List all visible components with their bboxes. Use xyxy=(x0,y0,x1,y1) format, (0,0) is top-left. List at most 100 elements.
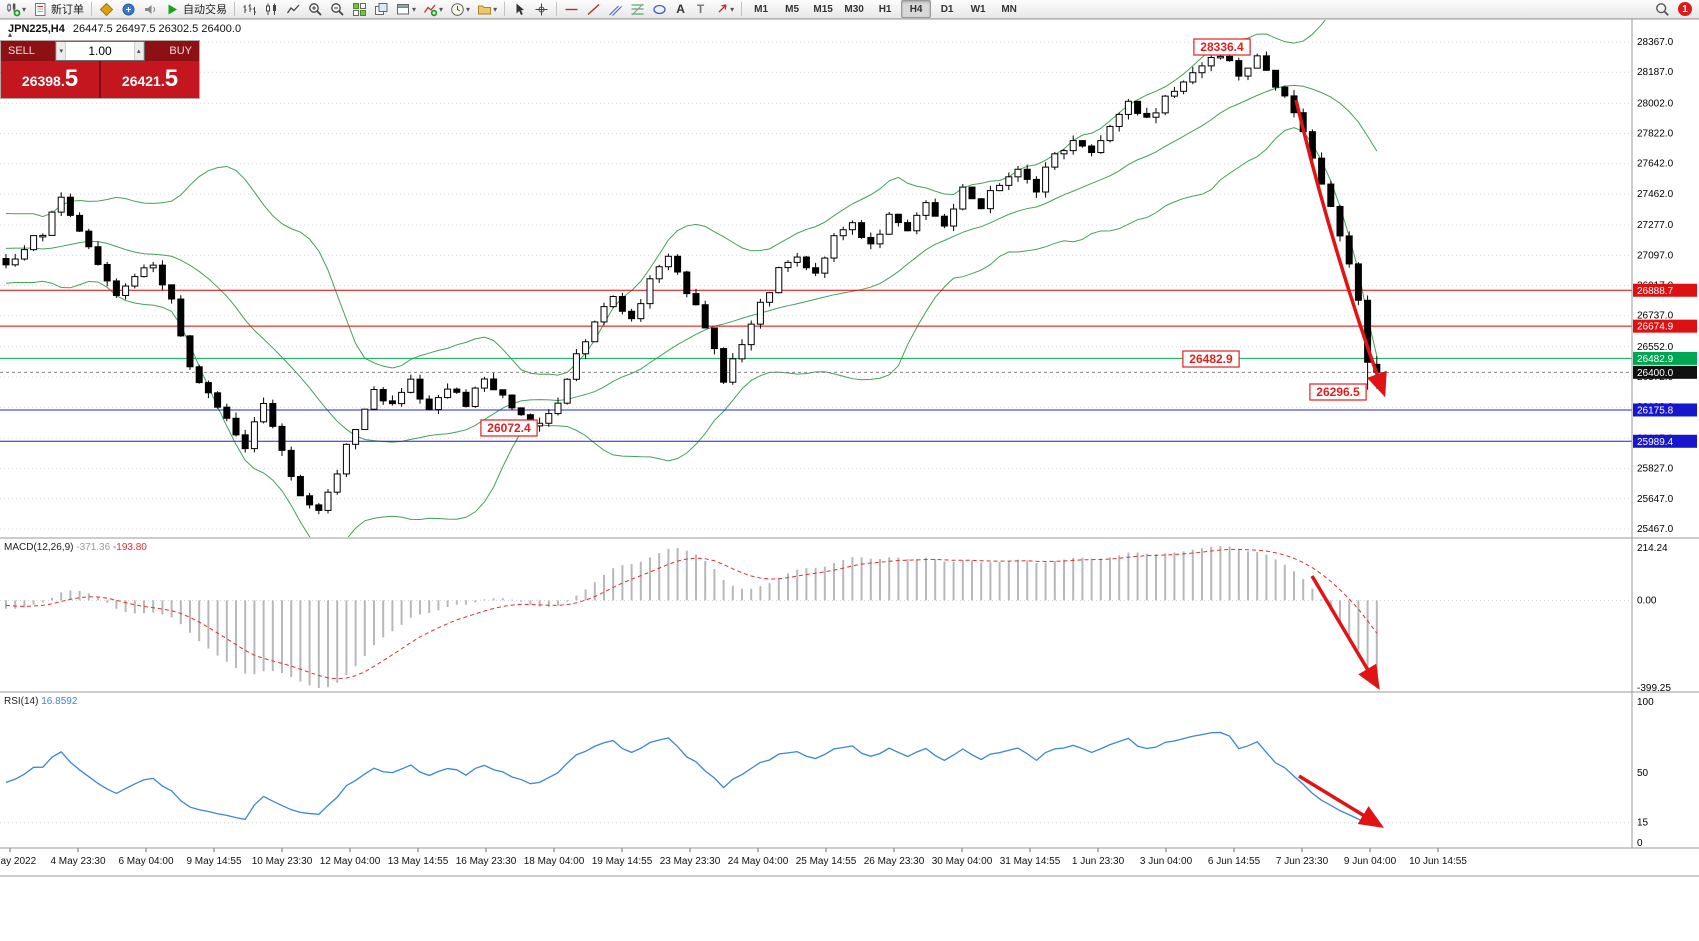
arrows-tool-button[interactable]: ▾ xyxy=(711,1,737,18)
toolbar-separator xyxy=(741,2,743,16)
volume-up-button[interactable]: ▴ xyxy=(133,42,145,60)
zoom-in-icon xyxy=(308,2,323,17)
svg-text:24 May 04:00: 24 May 04:00 xyxy=(728,856,789,867)
crosshair-button[interactable] xyxy=(531,1,552,18)
timeframe-D1-button[interactable]: D1 xyxy=(940,3,954,15)
timeframe-W1-button[interactable]: W1 xyxy=(970,3,986,15)
rsi-line xyxy=(5,731,1377,826)
volume-input[interactable] xyxy=(66,42,134,60)
svg-text:25827.0: 25827.0 xyxy=(1637,464,1674,475)
new-order-button[interactable]: 新订单 xyxy=(30,1,87,18)
horizontal-line-button[interactable] xyxy=(561,1,582,18)
trendline-button[interactable] xyxy=(583,1,604,18)
periods-button[interactable]: ▾ xyxy=(447,1,473,18)
dropdown-arrow-icon: ▾ xyxy=(466,4,471,14)
trend-arrow[interactable] xyxy=(1310,575,1380,691)
shapes-icon xyxy=(652,2,667,17)
svg-text:31 May 14:55: 31 May 14:55 xyxy=(1000,856,1061,867)
news-button[interactable] xyxy=(140,1,161,18)
main-chart-layer xyxy=(0,20,1632,537)
indicators-icon xyxy=(423,2,438,17)
timeframe-M30-button[interactable]: M30 xyxy=(844,3,864,15)
label-button[interactable]: T xyxy=(691,1,710,18)
svg-text:27642.0: 27642.0 xyxy=(1637,159,1674,170)
timeframe-M1-button[interactable]: M1 xyxy=(754,3,769,15)
price-annotation-label[interactable]: 26296.5 xyxy=(1309,383,1367,401)
templates-button[interactable]: ▾ xyxy=(474,1,500,18)
timeframe-MN-button[interactable]: MN xyxy=(1001,3,1017,15)
svg-text:26552.0: 26552.0 xyxy=(1637,342,1674,353)
macd-panel xyxy=(0,546,1632,688)
channel-button[interactable] xyxy=(605,1,626,18)
sell-header[interactable]: SELL xyxy=(8,45,35,57)
toolbar-separator xyxy=(91,2,93,16)
candlestick-chart-button[interactable] xyxy=(261,1,282,18)
text-icon: A xyxy=(676,2,685,16)
trade-panel-collapse-button[interactable]: ▴ xyxy=(3,29,17,39)
tile-windows-button[interactable] xyxy=(349,1,370,18)
svg-text:26482.9: 26482.9 xyxy=(1637,354,1674,365)
svg-text:-399.25: -399.25 xyxy=(1637,683,1671,694)
candlestick-chart-icon xyxy=(264,2,279,17)
autotrading-icon xyxy=(165,2,180,17)
timeframe-M5-button[interactable]: M5 xyxy=(785,3,800,15)
shapes-button[interactable] xyxy=(649,1,670,18)
price-annotation-label[interactable]: 26482.9 xyxy=(1182,350,1240,368)
timeframe-H4-button[interactable]: H4 xyxy=(901,0,932,18)
trade-panel-header-row: SELL ▾ ▴ BUY xyxy=(1,41,199,61)
axis-price-label: 26400.0 xyxy=(1633,365,1697,379)
trend-arrow[interactable] xyxy=(1298,774,1384,828)
svg-text:4 May 2022: 4 May 2022 xyxy=(0,856,37,867)
notification-badge[interactable]: 1 xyxy=(1678,2,1692,16)
timeframe-H1-button[interactable]: H1 xyxy=(878,3,892,15)
dropdown-arrow-icon: ▾ xyxy=(493,4,498,14)
arrange-windows-button[interactable] xyxy=(371,1,392,18)
fibonacci-icon xyxy=(630,2,645,17)
market-watch-button[interactable] xyxy=(118,1,139,18)
time-axis[interactable]: 4 May 2022 4 May 23:30 6 May 04:00 9 May 14… xyxy=(0,848,1467,867)
svg-text:27277.0: 27277.0 xyxy=(1637,220,1674,231)
bar-chart-button[interactable] xyxy=(239,1,260,18)
fibonacci-button[interactable] xyxy=(627,1,648,18)
svg-text:26296.5: 26296.5 xyxy=(1316,385,1360,399)
sell-button[interactable]: 26398. 5 xyxy=(1,61,99,98)
cursor-button[interactable] xyxy=(509,1,530,18)
price-annotation-label[interactable]: 26072.4 xyxy=(480,419,538,437)
buy-price-big-digit: 5 xyxy=(164,65,179,92)
dropdown-arrow-icon: ▾ xyxy=(412,4,417,14)
new-order-label: 新订单 xyxy=(51,4,85,16)
trend-arrow[interactable] xyxy=(1294,99,1387,398)
axis-price-label: 26674.9 xyxy=(1633,319,1697,333)
text-button[interactable]: A xyxy=(671,1,690,18)
price-annotation-label[interactable]: 28336.4 xyxy=(1193,38,1251,56)
axis-price-label: 26888.7 xyxy=(1633,283,1697,297)
svg-text:26072.4: 26072.4 xyxy=(487,421,531,435)
zoom-in-button[interactable] xyxy=(305,1,326,18)
macd-label: MACD(12,26,9) -371.36 -193.80 xyxy=(4,542,147,553)
price-axis[interactable]: 28367.0 28187.0 28002.0 27822.0 27642.0 27462… xyxy=(1633,37,1697,849)
svg-text:26482.9: 26482.9 xyxy=(1189,352,1233,366)
autotrading-button[interactable]: 自动交易 xyxy=(162,1,230,18)
indicators-button[interactable]: ▾ xyxy=(420,1,446,18)
new-chart-button[interactable]: ▾ xyxy=(3,1,29,18)
search-icon xyxy=(1655,2,1670,17)
new-window-button[interactable]: ▾ xyxy=(393,1,419,18)
svg-text:26 May 23:30: 26 May 23:30 xyxy=(864,856,925,867)
svg-text:0.00: 0.00 xyxy=(1637,595,1657,606)
dropdown-arrow-icon: ▾ xyxy=(22,4,27,14)
line-chart-button[interactable] xyxy=(283,1,304,18)
buy-price: 26421. xyxy=(121,73,165,89)
buy-button[interactable]: 26421. 5 xyxy=(101,61,199,98)
line-chart-icon xyxy=(286,2,301,17)
search-button[interactable] xyxy=(1652,1,1673,18)
channel-icon xyxy=(608,2,623,17)
svg-text:10 Jun 14:55: 10 Jun 14:55 xyxy=(1409,856,1467,867)
volume-down-button[interactable]: ▾ xyxy=(56,42,67,60)
zoom-out-button[interactable] xyxy=(327,1,348,18)
rsi-label: RSI(14) 16.8592 xyxy=(4,696,78,707)
buy-header[interactable]: BUY xyxy=(169,45,192,57)
svg-text:28367.0: 28367.0 xyxy=(1637,37,1674,48)
timeframe-M15-button[interactable]: M15 xyxy=(813,3,833,15)
history-center-button[interactable] xyxy=(96,1,117,18)
